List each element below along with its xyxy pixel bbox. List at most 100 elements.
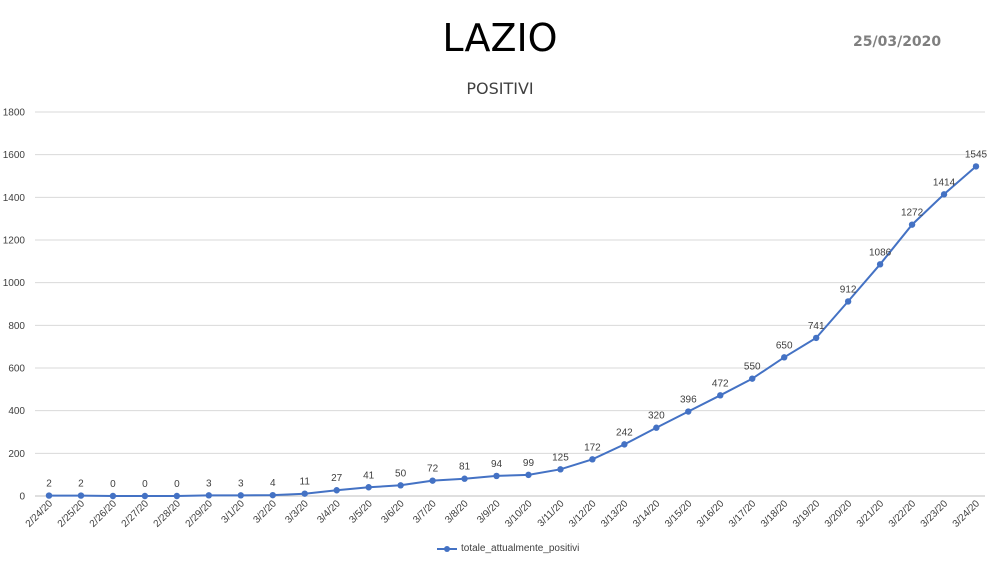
data-point [141,492,149,500]
data-point [876,261,884,268]
x-tick-label: 2/24/20 [24,498,56,530]
data-label: 27 [331,473,343,484]
data-label: 0 [174,479,180,490]
data-label: 50 [395,468,407,479]
data-point [525,471,532,479]
data-label: 72 [427,464,439,475]
x-tick-label: 3/14/20 [631,498,663,530]
x-tick-label: 3/8/20 [443,498,471,526]
data-label: 912 [840,284,857,295]
data-point [812,334,820,342]
data-label: 41 [363,470,375,481]
data-point [365,484,372,491]
chart-date: 25/03/2020 [853,34,942,50]
x-tick-label: 3/13/20 [599,498,631,530]
data-label: 242 [616,427,633,438]
data-point [205,492,213,499]
x-tick-label: 3/7/20 [411,498,439,526]
y-tick-label: 800 [8,321,25,332]
x-tick-label: 3/18/20 [759,498,791,530]
data-label: 320 [648,411,665,422]
data-point [685,408,692,415]
x-tick-label: 3/6/20 [379,498,407,526]
data-point [940,191,948,198]
x-tick-label: 3/21/20 [855,498,887,530]
x-tick-label: 2/26/20 [88,498,120,530]
y-tick-label: 200 [8,449,25,460]
x-tick-label: 2/29/20 [184,498,216,530]
x-tick-label: 3/1/20 [219,498,247,526]
x-tick-label: 3/17/20 [727,498,759,530]
data-point [621,441,628,448]
x-tick-label: 3/9/20 [475,498,503,526]
series-line [49,165,977,497]
x-tick-label: 3/3/20 [283,498,311,526]
y-tick-label: 1800 [3,108,26,119]
data-label: 0 [110,479,116,490]
x-tick-label: 3/22/20 [887,498,919,530]
data-point [109,492,117,500]
data-label: 1545 [965,149,988,160]
y-tick-label: 1600 [3,150,26,161]
x-tick-label: 2/28/20 [152,498,184,530]
data-point [461,475,468,482]
data-label: 4 [270,478,276,489]
data-point [397,482,404,489]
data-label: 94 [491,459,503,470]
x-tick-label: 2/27/20 [120,498,152,530]
data-label: 472 [712,378,729,389]
x-tick-label: 3/2/20 [251,498,279,526]
x-tick-label: 3/15/20 [663,498,695,530]
x-tick-label: 3/23/20 [919,498,951,530]
chart-subtitle: POSITIVI [466,79,534,98]
data-label: 3 [206,478,212,489]
data-point [237,492,244,499]
data-point [301,490,308,497]
x-tick-label: 3/4/20 [315,498,343,526]
x-tick-label: 3/11/20 [536,498,567,529]
x-tick-label: 3/5/20 [347,498,375,526]
data-label: 1272 [901,208,924,219]
y-tick-label: 400 [8,406,25,417]
data-point [749,375,756,382]
data-point [333,487,340,494]
data-point [269,491,276,499]
data-point [844,298,852,305]
data-label: 550 [744,362,761,373]
data-point [557,466,564,473]
data-label: 396 [680,395,697,406]
legend-line-marker [437,545,457,553]
data-point [972,163,980,170]
data-point [653,424,660,431]
legend-label: totale_attualmente_positivi [461,543,580,554]
y-tick-label: 1000 [3,278,26,289]
data-point [781,354,788,361]
x-tick-label: 3/20/20 [823,498,855,530]
data-point [429,477,436,484]
data-point [908,221,916,228]
data-label: 741 [808,321,825,332]
legend: totale_attualmente_positivi [437,543,579,554]
x-tick-label: 3/16/20 [695,498,727,530]
data-label: 1086 [869,247,892,258]
x-tick-label: 3/10/20 [503,498,535,530]
data-label: 2 [78,479,84,490]
data-label: 125 [552,452,569,463]
x-tick-label: 3/12/20 [567,498,599,530]
y-tick-label: 600 [8,364,25,375]
data-point [717,392,724,399]
x-tick-label: 2/25/20 [56,498,88,530]
data-point [493,472,500,480]
data-point [173,492,181,500]
data-label: 650 [776,340,793,351]
y-tick-label: 1200 [3,236,26,247]
y-tick-label: 0 [19,492,25,503]
chart-title: LAZIO [442,16,558,60]
data-label: 2 [46,479,52,490]
data-label: 172 [584,442,601,453]
x-tick-label: 3/24/20 [951,498,983,530]
data-label: 11 [300,477,311,488]
data-point [45,492,53,499]
x-tick-label: 3/19/20 [791,498,823,530]
